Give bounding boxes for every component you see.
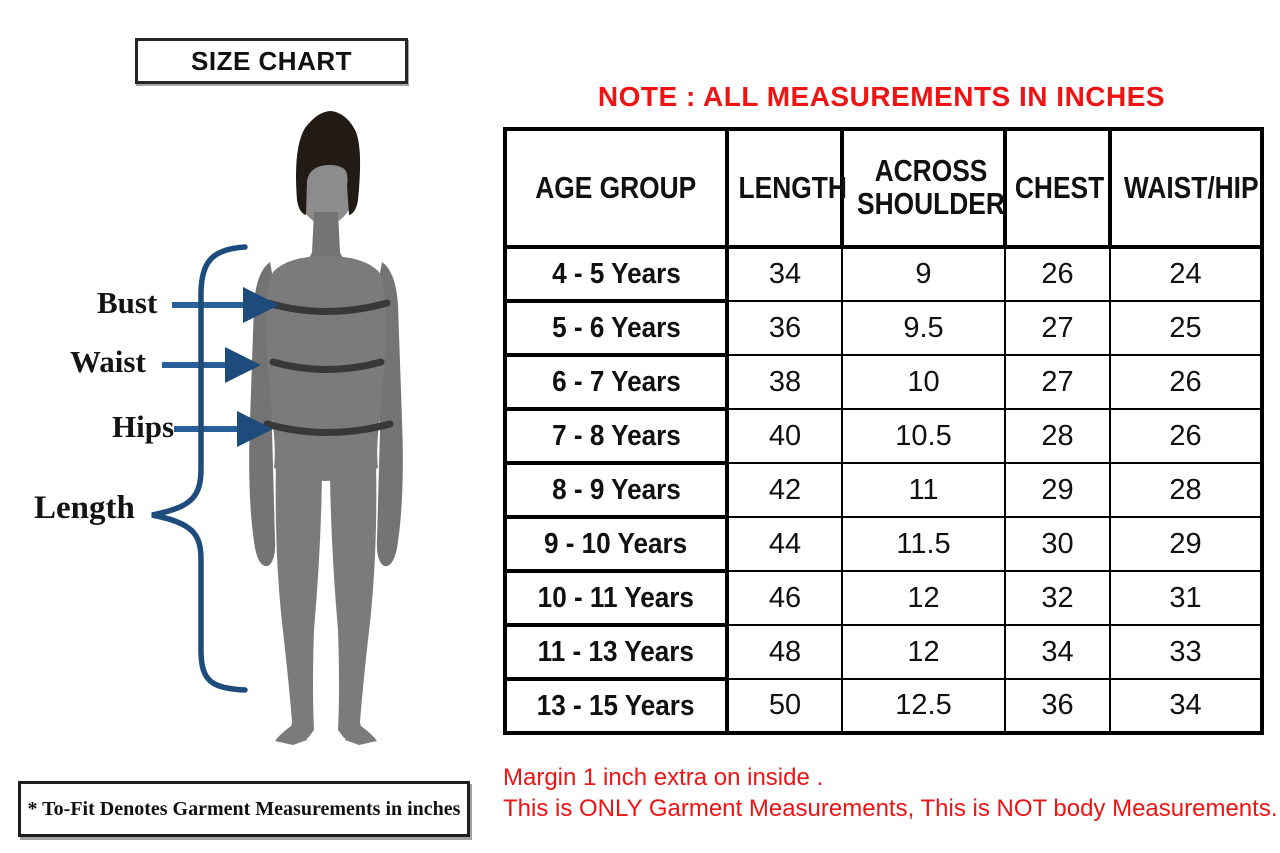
age-group-cell: 4 - 5 Years [503,245,729,303]
size-table-row: 7 - 8 Years 40 10.5 28 26 [503,407,1263,465]
bust-band [264,299,391,315]
measurement-cell: 36 [726,300,843,356]
size-table-header: AGE GROUP LENGTH ACROSS SHOULDER CHEST W… [503,127,1264,249]
measurement-cell: 9 [841,246,1006,302]
bottom-notes: Margin 1 inch extra on inside . This is … [503,762,1280,824]
figure-neck [302,212,350,263]
hips-arrow-icon [237,411,273,447]
age-group-cell: 7 - 8 Years [503,407,729,465]
size-table-row: 8 - 9 Years 42 11 29 28 [503,461,1263,519]
age-group-cell: 9 - 10 Years [503,515,729,573]
measurement-cell: 25 [1109,300,1263,356]
measurement-cell: 32 [1004,570,1111,626]
measurement-cell: 11.5 [841,516,1006,572]
size-table-row: 6 - 7 Years 38 10 27 26 [503,353,1263,411]
figure-hair [296,111,361,215]
header-waist-hip: WAIST/HIP [1108,127,1264,249]
size-table-row: 10 - 11 Years 46 12 32 31 [503,569,1263,627]
tofit-footnote-box: * To-Fit Denotes Garment Measurements in… [18,781,470,837]
measurement-cell: 40 [726,408,843,464]
body-measurement-diagram [151,111,403,745]
header-length: LENGTH [725,127,847,249]
size-table-row: 11 - 13 Years 48 12 34 33 [503,623,1263,681]
figure-label-waist: Waist [70,344,146,379]
bottom-note-garment: This is ONLY Garment Measurements, This … [503,795,1278,822]
measurement-cell: 36 [1004,678,1111,734]
size-table-row: 9 - 10 Years 44 11.5 30 29 [503,515,1263,573]
measurement-cell: 31 [1109,570,1263,626]
age-group-cell: 6 - 7 Years [503,353,729,411]
figure-label-length: Length [34,490,135,526]
measurement-cell: 26 [1109,354,1263,410]
measurement-cell: 44 [726,516,843,572]
size-table: AGE GROUP LENGTH ACROSS SHOULDER CHEST W… [503,127,1264,735]
header-chest: CHEST [1003,127,1112,249]
measurement-cell: 29 [1004,462,1111,518]
measurement-cell: 38 [726,354,843,410]
figure-right-leg [330,462,377,739]
bust-arrow-icon [243,287,279,323]
size-table-row: 4 - 5 Years 34 9 26 24 [503,245,1263,303]
measurement-cell: 42 [726,462,843,518]
age-group-cell: 5 - 6 Years [503,299,729,357]
age-group-cell: 11 - 13 Years [503,623,729,681]
measurements-note: NOTE : ALL MEASUREMENTS IN INCHES [597,81,1166,112]
measurement-cell: 26 [1004,246,1111,302]
age-group-cell: 13 - 15 Years [503,677,729,735]
age-group-cell: 10 - 11 Years [503,569,729,627]
measurement-cell: 12 [841,570,1006,626]
figure-left-foot [275,726,307,745]
size-chart-title-box: SIZE CHART [135,38,408,84]
measurement-cell: 10.5 [841,408,1006,464]
measurement-cell: 28 [1004,408,1111,464]
measurement-cell: 34 [1004,624,1111,680]
size-table-row: 13 - 15 Years 50 12.5 36 34 [503,677,1263,735]
measurement-cell: 27 [1004,354,1111,410]
measurement-cell: 12 [841,624,1006,680]
measurement-cell: 28 [1109,462,1263,518]
hips-band [263,420,394,436]
measurement-cell: 34 [726,246,843,302]
size-table-body: 4 - 5 Years 34 9 26 24 5 - 6 Years 36 9.5 27 25 6 … [503,245,1263,735]
measurement-cell: 9.5 [841,300,1006,356]
measurement-cell: 11 [841,462,1006,518]
measurement-cell: 10 [841,354,1006,410]
size-table-header-row: AGE GROUP LENGTH ACROSS SHOULDER CHEST W… [503,127,1264,249]
measurement-cell: 27 [1004,300,1111,356]
size-chart-title: SIZE CHART [191,45,352,76]
figure-label-hips: Hips [112,409,175,444]
figure-left-leg [275,462,322,739]
measurement-cell: 12.5 [841,678,1006,734]
age-group-cell: 8 - 9 Years [503,461,729,519]
measurement-cell: 29 [1109,516,1263,572]
header-age-group: AGE GROUP [503,127,729,249]
figure-right-foot [345,726,377,745]
measurement-cell: 46 [726,570,843,626]
header-across-shoulder: ACROSS SHOULDER [840,127,1007,249]
measurement-cell: 24 [1109,246,1263,302]
measurement-cell: 26 [1109,408,1263,464]
length-brace [151,244,248,693]
waist-band [269,358,385,373]
waist-arrow-icon [225,347,261,383]
measurement-cell: 30 [1004,516,1111,572]
measurement-cell: 33 [1109,624,1263,680]
measurement-cell: 50 [726,678,843,734]
size-table-row: 5 - 6 Years 36 9.5 27 25 [503,299,1263,357]
measurement-cell: 48 [726,624,843,680]
measurement-cell: 34 [1109,678,1263,734]
figure-label-bust: Bust [97,285,158,320]
tofit-footnote-text: * To-Fit Denotes Garment Measurements in… [27,797,461,820]
bottom-note-margin: Margin 1 inch extra on inside . [503,764,824,791]
